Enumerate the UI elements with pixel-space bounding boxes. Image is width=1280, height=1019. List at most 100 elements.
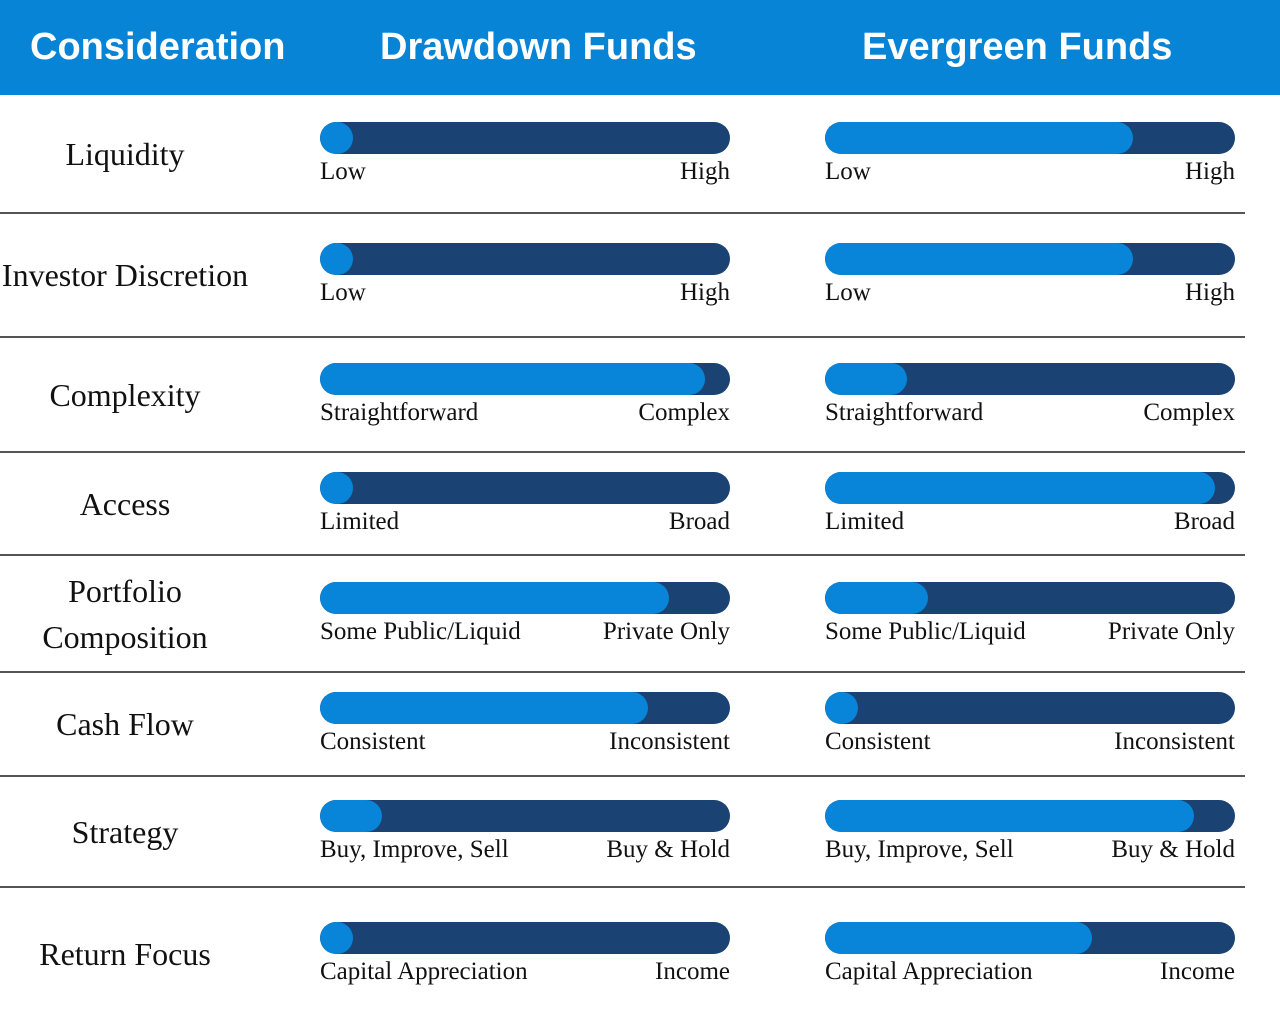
scale-low-label: Some Public/Liquid	[825, 617, 1026, 645]
scale-high-label: Income	[655, 957, 730, 985]
scale-high-label: High	[1185, 157, 1235, 185]
scale-low-label: Buy, Improve, Sell	[320, 835, 509, 863]
evergreen-bar-track	[825, 799, 1235, 832]
row-label: Strategy	[71, 813, 179, 850]
evergreen-bar-track	[825, 581, 1235, 614]
scale-low-label: Some Public/Liquid	[320, 617, 521, 645]
evergreen-bar-fill	[825, 921, 1092, 954]
scale-low-label: Consistent	[825, 728, 931, 755]
drawdown-scale: Straightforward Complex	[320, 362, 730, 427]
drawdown-scale: Some Public/Liquid Private Only	[320, 581, 730, 646]
evergreen-scale: Limited Broad	[825, 471, 1235, 536]
drawdown-bar-track	[320, 581, 730, 614]
evergreen-bar-fill	[825, 692, 858, 724]
evergreen-scale: Capital Appreciation Income	[825, 921, 1235, 986]
table-header: Consideration Drawdown Funds Evergreen F…	[0, 0, 1280, 95]
scale-high-label: Broad	[1173, 507, 1235, 535]
evergreen-scale: Straightforward Complex	[825, 362, 1235, 427]
scale-high-label: Inconsistent	[1114, 728, 1235, 755]
scale-high-label: Inconsistent	[609, 728, 730, 755]
scale-low-label: Straightforward	[320, 398, 479, 426]
row-label: Liquidity	[65, 135, 185, 172]
scale-high-label: High	[680, 279, 730, 306]
scale-high-label: Complex	[1143, 398, 1235, 426]
evergreen-bar-fill	[825, 121, 1133, 154]
table-row: Portfolio Composition Some Public/Liquid…	[0, 556, 1245, 673]
table-row: Complexity Straightforward Complex Straig…	[0, 338, 1245, 453]
drawdown-bar-fill	[320, 471, 353, 504]
drawdown-bar-track	[320, 799, 730, 832]
evergreen-bar-fill	[825, 471, 1215, 504]
header-drawdown-funds: Drawdown Funds	[380, 26, 697, 68]
scale-low-label: Low	[825, 279, 871, 306]
evergreen-bar-track	[825, 921, 1235, 954]
drawdown-bar-fill	[320, 921, 353, 954]
scale-low-label: Limited	[825, 507, 905, 535]
scale-low-label: Low	[825, 157, 871, 185]
evergreen-bar-fill	[825, 799, 1194, 832]
drawdown-scale: Low High	[320, 243, 730, 307]
row-label: Return Focus	[39, 935, 211, 972]
evergreen-scale: Consistent Inconsistent	[825, 692, 1235, 756]
row-label: Portfolio Composition	[42, 572, 208, 655]
table-row: Strategy Buy, Improve, Sell Buy & Hold Bu…	[0, 777, 1245, 888]
scale-low-label: Straightforward	[825, 398, 984, 426]
drawdown-scale: Low High	[320, 121, 730, 186]
drawdown-bar-fill	[320, 799, 382, 832]
evergreen-bar-fill	[825, 581, 928, 614]
scale-low-label: Low	[320, 157, 366, 185]
scale-low-label: Capital Appreciation	[320, 957, 528, 985]
table-row: Liquidity Low High Low High	[0, 95, 1245, 214]
drawdown-bar-track	[320, 362, 730, 395]
drawdown-bar-fill	[320, 581, 669, 614]
drawdown-bar-fill	[320, 692, 648, 724]
drawdown-bar-fill	[320, 243, 353, 275]
evergreen-bar-track	[825, 692, 1235, 724]
evergreen-bar-track	[825, 471, 1235, 504]
scale-low-label: Low	[320, 279, 366, 306]
evergreen-bar-fill	[825, 362, 907, 395]
drawdown-bar-track	[320, 692, 730, 724]
row-label: Complexity	[49, 376, 201, 413]
scale-high-label: Private Only	[1107, 617, 1235, 645]
scale-low-label: Buy, Improve, Sell	[825, 835, 1014, 863]
header-consideration: Consideration	[30, 26, 286, 68]
drawdown-bar-track	[320, 243, 730, 275]
evergreen-scale: Low High	[825, 121, 1235, 186]
table-row: Investor Discretion Low High Low High	[0, 214, 1245, 338]
evergreen-bar-fill	[825, 243, 1133, 275]
drawdown-bar-fill	[320, 362, 706, 395]
evergreen-scale: Some Public/Liquid Private Only	[825, 581, 1235, 646]
row-label: Access	[79, 485, 171, 522]
table-row: Access Limited Broad Limited Broad	[0, 453, 1245, 556]
table-row: Cash Flow Consistent Inconsistent Consist…	[0, 673, 1245, 777]
scale-high-label: High	[1185, 279, 1235, 306]
scale-low-label: Consistent	[320, 728, 426, 755]
header-evergreen-funds: Evergreen Funds	[862, 26, 1173, 68]
drawdown-bar-track	[320, 121, 730, 154]
scale-high-label: Private Only	[602, 617, 730, 645]
drawdown-scale: Buy, Improve, Sell Buy & Hold	[320, 799, 730, 864]
scale-high-label: Broad	[668, 507, 730, 535]
scale-high-label: Complex	[638, 398, 730, 426]
evergreen-bar-track	[825, 243, 1235, 275]
drawdown-scale: Consistent Inconsistent	[320, 692, 730, 756]
scale-high-label: High	[680, 157, 730, 185]
row-label: Cash Flow	[56, 706, 194, 742]
evergreen-bar-track	[825, 362, 1235, 395]
drawdown-bar-fill	[320, 121, 353, 154]
evergreen-bar-track	[825, 121, 1235, 154]
evergreen-scale: Low High	[825, 243, 1235, 307]
drawdown-scale: Limited Broad	[320, 471, 730, 536]
table-row: Return Focus Capital Appreciation Income …	[0, 888, 1245, 1019]
scale-high-label: Income	[1160, 957, 1235, 985]
scale-low-label: Limited	[320, 507, 400, 535]
scale-low-label: Capital Appreciation	[825, 957, 1033, 985]
drawdown-scale: Capital Appreciation Income	[320, 921, 730, 986]
drawdown-bar-track	[320, 921, 730, 954]
scale-high-label: Buy & Hold	[606, 835, 730, 863]
drawdown-bar-track	[320, 471, 730, 504]
row-label: Investor Discretion	[1, 257, 249, 293]
comparison-rows: Liquidity Low High Low High Investor Discr…	[0, 95, 1280, 1019]
scale-high-label: Buy & Hold	[1111, 835, 1235, 863]
